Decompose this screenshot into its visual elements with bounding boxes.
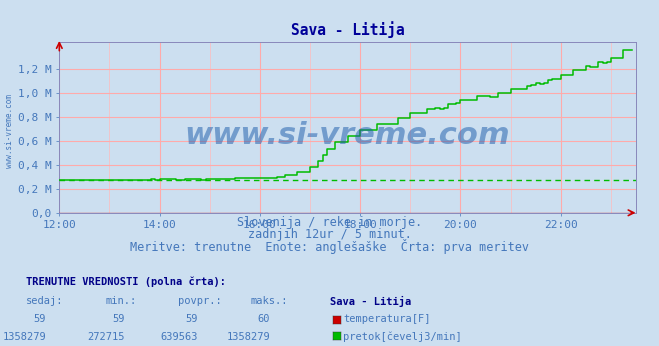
Text: Sava - Litija: Sava - Litija: [330, 296, 411, 307]
Text: povpr.:: povpr.:: [178, 296, 221, 306]
Text: 1358279: 1358279: [227, 332, 270, 342]
Text: Slovenija / reke in morje.: Slovenija / reke in morje.: [237, 216, 422, 229]
Text: maks.:: maks.:: [250, 296, 288, 306]
Text: TRENUTNE VREDNOSTI (polna črta):: TRENUTNE VREDNOSTI (polna črta):: [26, 277, 226, 287]
Text: temperatura[F]: temperatura[F]: [343, 314, 431, 324]
Text: www.si-vreme.com: www.si-vreme.com: [185, 121, 511, 150]
Text: 60: 60: [258, 314, 270, 324]
Text: min.:: min.:: [105, 296, 136, 306]
Text: zadnjih 12ur / 5 minut.: zadnjih 12ur / 5 minut.: [248, 228, 411, 241]
Text: pretok[čevelj3/min]: pretok[čevelj3/min]: [343, 332, 462, 342]
Text: 272715: 272715: [88, 332, 125, 342]
Text: 639563: 639563: [160, 332, 198, 342]
Text: 1358279: 1358279: [3, 332, 46, 342]
Text: 59: 59: [113, 314, 125, 324]
Text: www.si-vreme.com: www.si-vreme.com: [5, 94, 14, 169]
Text: Meritve: trenutne  Enote: anglešaške  Črta: prva meritev: Meritve: trenutne Enote: anglešaške Črta…: [130, 239, 529, 254]
Text: sedaj:: sedaj:: [26, 296, 64, 306]
Title: Sava - Litija: Sava - Litija: [291, 21, 405, 38]
Text: 59: 59: [185, 314, 198, 324]
Text: 59: 59: [34, 314, 46, 324]
